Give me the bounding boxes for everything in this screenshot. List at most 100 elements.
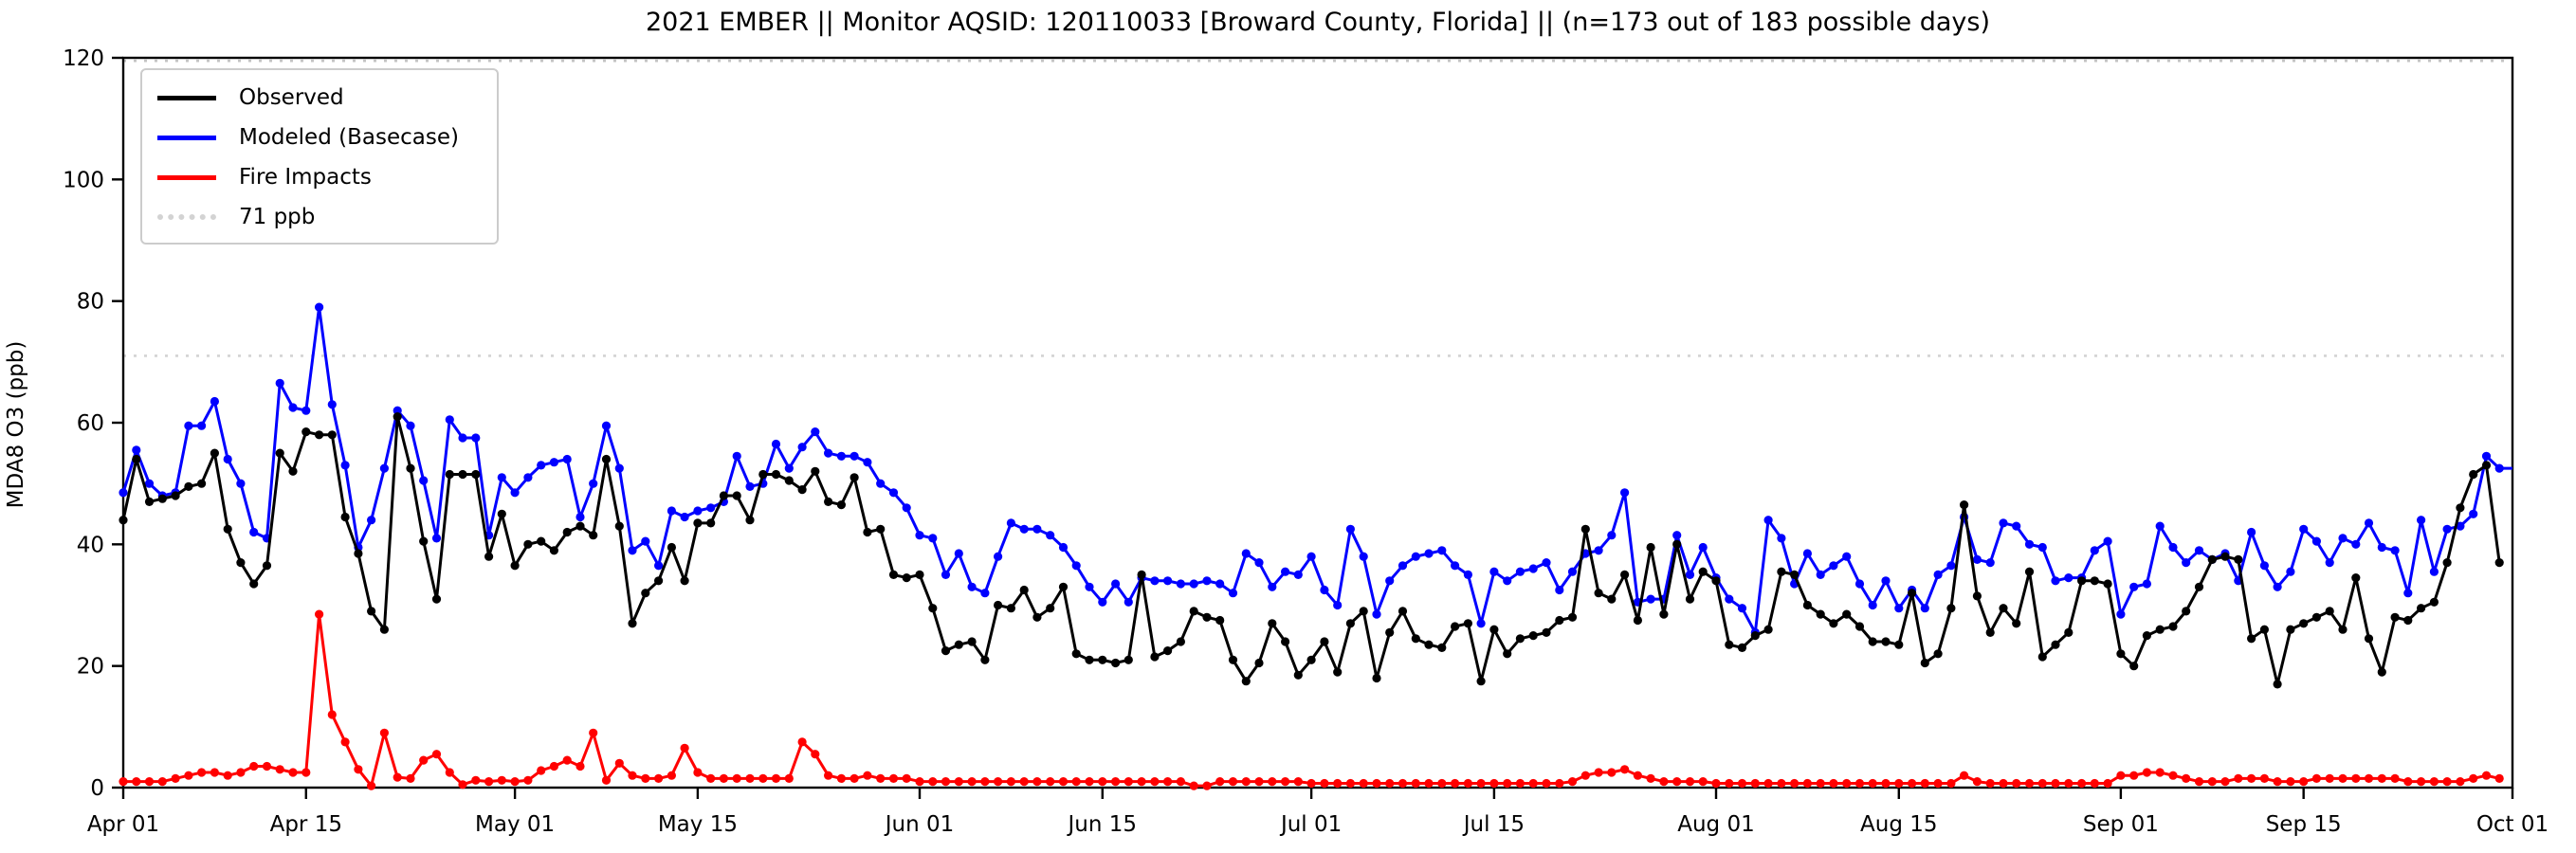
y-tick-label: 60 <box>77 411 104 436</box>
modeled-line-marker <box>1528 564 1538 573</box>
fire-impacts-line-marker <box>797 737 807 747</box>
observed-line-marker <box>301 427 311 437</box>
fire-impacts-line-marker <box>419 755 429 765</box>
observed-line-marker <box>562 527 572 537</box>
fire-impacts-line-marker <box>119 777 128 787</box>
modeled-line-marker <box>1306 552 1316 561</box>
observed-line-marker <box>758 469 768 480</box>
observed-line-marker <box>1398 607 1408 616</box>
observed-line-marker <box>1489 625 1499 634</box>
fire-impacts-line-marker <box>1503 778 1512 789</box>
fire-impacts-line-marker <box>1489 778 1499 789</box>
fire-impacts-line-marker <box>1920 778 1929 789</box>
observed-line-marker <box>1032 612 1042 622</box>
modeled-line <box>119 302 2512 638</box>
fire-impacts-line-marker <box>340 737 350 747</box>
fire-impacts-line-marker <box>902 773 911 784</box>
fire-impacts-line-marker <box>471 775 481 785</box>
fire-impacts-line-marker <box>1685 777 1695 787</box>
observed-line-marker <box>2364 634 2374 644</box>
fire-impacts-line-marker <box>2299 777 2309 787</box>
observed-line-marker <box>2390 612 2400 622</box>
fire-impacts-line-marker <box>2247 773 2256 784</box>
fire-impacts-line-marker <box>2077 778 2087 789</box>
modeled-line-marker <box>1542 558 1551 568</box>
fire-impacts-line-marker <box>1032 777 1042 787</box>
fire-impacts-line-marker <box>1854 778 1865 789</box>
observed-line-marker <box>732 491 741 500</box>
observed-line-marker <box>2103 579 2112 589</box>
observed-line-marker <box>575 521 585 531</box>
fire-impacts-line-marker <box>1842 778 1852 789</box>
observed-line-marker <box>354 549 363 558</box>
legend-item-71ppb: 71 ppb <box>142 197 497 237</box>
modeled-line-marker <box>2403 589 2413 598</box>
modeled-line-marker <box>601 421 612 430</box>
observed-line-marker <box>1503 649 1512 659</box>
fire-impacts-line-marker <box>1437 778 1447 789</box>
modeled-line-marker <box>1503 576 1512 586</box>
x-tick-label: May 15 <box>658 812 738 837</box>
fire-impacts-line-marker <box>562 755 572 765</box>
modeled-line-marker <box>2338 534 2348 543</box>
observed-line-marker <box>1528 631 1538 641</box>
observed-line-marker <box>1567 612 1578 622</box>
fire-impacts-line-marker <box>1633 771 1642 780</box>
fire-impacts-line-marker <box>824 771 833 780</box>
modeled-line-marker <box>1437 546 1447 555</box>
fire-impacts-line-marker <box>2116 771 2126 780</box>
modeled-line-marker <box>928 534 938 543</box>
observed-line-marker <box>1933 649 1943 659</box>
fire-impacts-line-marker <box>1933 778 1943 789</box>
observed-line-marker <box>1359 607 1368 616</box>
fire-impacts-line-marker <box>288 768 298 777</box>
fire-impacts-line-marker <box>2194 777 2204 787</box>
observed-line-marker <box>1620 570 1630 580</box>
fire-impacts-line-marker <box>223 771 232 780</box>
fire-impacts-line-marker <box>406 773 415 784</box>
modeled-line-marker <box>863 458 872 467</box>
modeled-line-marker <box>667 506 677 516</box>
fire-impacts-line-marker <box>1960 771 1969 780</box>
modeled-line-marker <box>2364 518 2374 528</box>
observed-line-marker <box>249 579 259 589</box>
fire-impacts-line <box>119 609 2504 790</box>
fire-impacts-line-marker <box>1372 778 1381 789</box>
observed-line-marker <box>523 539 533 549</box>
fire-impacts-line-marker <box>1019 777 1029 787</box>
fire-impacts-line-marker <box>784 773 794 784</box>
observed-line-marker <box>1555 615 1564 626</box>
modeled-line-marker <box>288 403 298 412</box>
threshold-line-swatch <box>157 214 216 220</box>
fire-impacts-line-marker <box>888 773 899 784</box>
observed-line-marker <box>915 570 924 580</box>
modeled-line-marker <box>1111 579 1121 589</box>
modeled-line-marker <box>888 488 899 498</box>
fire-impacts-line-marker <box>327 710 337 719</box>
observed-line-marker <box>157 494 167 503</box>
observed-line-marker <box>1254 658 1264 668</box>
observed-line-marker <box>1306 655 1316 664</box>
fire-impacts-line-marker <box>1254 777 1264 787</box>
x-tick-label: Jun 01 <box>884 812 955 837</box>
x-tick-label: May 01 <box>475 812 555 837</box>
observed-line-marker <box>1320 637 1329 646</box>
modeled-line-marker <box>1672 531 1682 540</box>
observed-line-marker <box>367 607 376 616</box>
modeled-line-marker <box>510 488 520 498</box>
modeled-line-marker <box>2142 579 2151 589</box>
modeled-line-marker <box>2377 542 2386 553</box>
modeled-line-marker <box>811 427 820 437</box>
fire-impacts-line-marker <box>850 773 859 784</box>
modeled-line-marker <box>2299 524 2309 534</box>
modeled-line-marker <box>745 481 755 491</box>
observed-line-marker <box>210 448 219 458</box>
modeled-line-marker <box>1202 576 1212 586</box>
fire-impacts-line-marker <box>771 773 781 784</box>
observed-line-marker <box>1163 646 1173 656</box>
modeled-line-marker <box>2259 561 2269 571</box>
modeled-line-marker <box>1685 570 1695 580</box>
fire-impacts-line-marker <box>275 765 284 774</box>
observed-line-marker <box>144 497 155 507</box>
